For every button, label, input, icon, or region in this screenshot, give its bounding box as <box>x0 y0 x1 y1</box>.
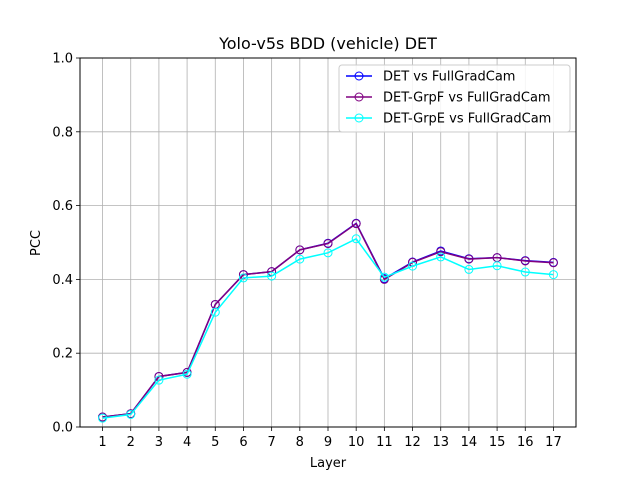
data-point <box>323 239 333 249</box>
x-tick-label: 10 <box>348 435 365 450</box>
legend-label: DET-GrpF vs FullGradCam <box>383 91 551 106</box>
y-tick-label: 1.0 <box>52 52 73 67</box>
series-layer <box>98 218 558 423</box>
y-tick-label: 0.8 <box>52 125 73 140</box>
x-tick-label: 5 <box>211 435 219 450</box>
data-point <box>379 274 389 284</box>
data-point <box>295 254 305 264</box>
data-point <box>464 254 474 264</box>
data-point <box>464 264 474 274</box>
x-tick-label: 16 <box>517 435 534 450</box>
x-tick-label: 8 <box>296 435 304 450</box>
x-tick-label: 6 <box>239 435 247 450</box>
x-tick-label: 11 <box>376 435 393 450</box>
data-point <box>436 247 446 257</box>
x-tick-label: 7 <box>267 435 275 450</box>
data-point <box>548 270 558 280</box>
series-2 <box>98 219 558 422</box>
y-tick-label: 0.4 <box>52 273 73 288</box>
data-point <box>295 245 305 255</box>
data-point <box>238 273 248 283</box>
legend-label: DET-GrpE vs FullGradCam <box>383 112 551 127</box>
axis-ticks: 1 2 3 4 5 6 7 8 9 10 11 12 13 14 15 16 170.00.20.40.60.8… <box>52 52 561 451</box>
x-tick-label: 4 <box>183 435 191 450</box>
data-point <box>520 267 530 277</box>
data-point <box>323 248 333 258</box>
legend-swatch-marker <box>354 71 364 81</box>
x-tick-label: 12 <box>404 435 421 450</box>
series-line <box>102 237 554 419</box>
data-point <box>267 271 277 281</box>
x-tick-label: 17 <box>545 435 562 450</box>
chart-title: Yolo-v5s BDD (vehicle) DET <box>218 34 437 53</box>
data-point <box>154 375 164 385</box>
data-point <box>548 258 558 268</box>
data-point <box>210 307 220 317</box>
series-line <box>102 222 554 418</box>
data-point <box>351 234 361 244</box>
y-tick-label: 0.2 <box>52 347 73 362</box>
x-tick-label: 2 <box>127 435 135 450</box>
data-point <box>492 261 502 271</box>
legend-swatch-marker <box>354 113 364 123</box>
x-tick-label: 14 <box>461 435 478 450</box>
legend: DET vs FullGradCam DET-GrpF vs FullGradCa… <box>338 64 571 133</box>
legend-item: DET-GrpF vs FullGradCam <box>346 91 551 106</box>
y-axis-title: PCC <box>29 230 44 256</box>
x-tick-label: 13 <box>432 435 449 450</box>
x-tick-label: 3 <box>155 435 163 450</box>
data-point <box>126 409 136 419</box>
legend-item: DET vs FullGradCam <box>346 70 515 85</box>
x-tick-label: 9 <box>324 435 332 450</box>
x-tick-label: 15 <box>489 435 506 450</box>
data-point <box>520 256 530 266</box>
y-tick-label: 0.0 <box>52 421 73 436</box>
y-tick-label: 0.6 <box>52 199 73 214</box>
data-point <box>408 261 418 271</box>
data-point <box>436 252 446 262</box>
data-point <box>182 369 192 379</box>
data-point <box>351 219 361 229</box>
legend-item: DET-GrpE vs FullGradCam <box>346 112 551 127</box>
data-point <box>379 272 389 282</box>
series-3 <box>98 234 558 423</box>
legend-label: DET vs FullGradCam <box>383 70 515 85</box>
legend-swatch-marker <box>354 92 364 102</box>
data-point <box>98 413 108 423</box>
x-axis-title: Layer <box>310 456 347 471</box>
legend-box <box>338 64 571 133</box>
x-tick-label: 1 <box>98 435 106 450</box>
